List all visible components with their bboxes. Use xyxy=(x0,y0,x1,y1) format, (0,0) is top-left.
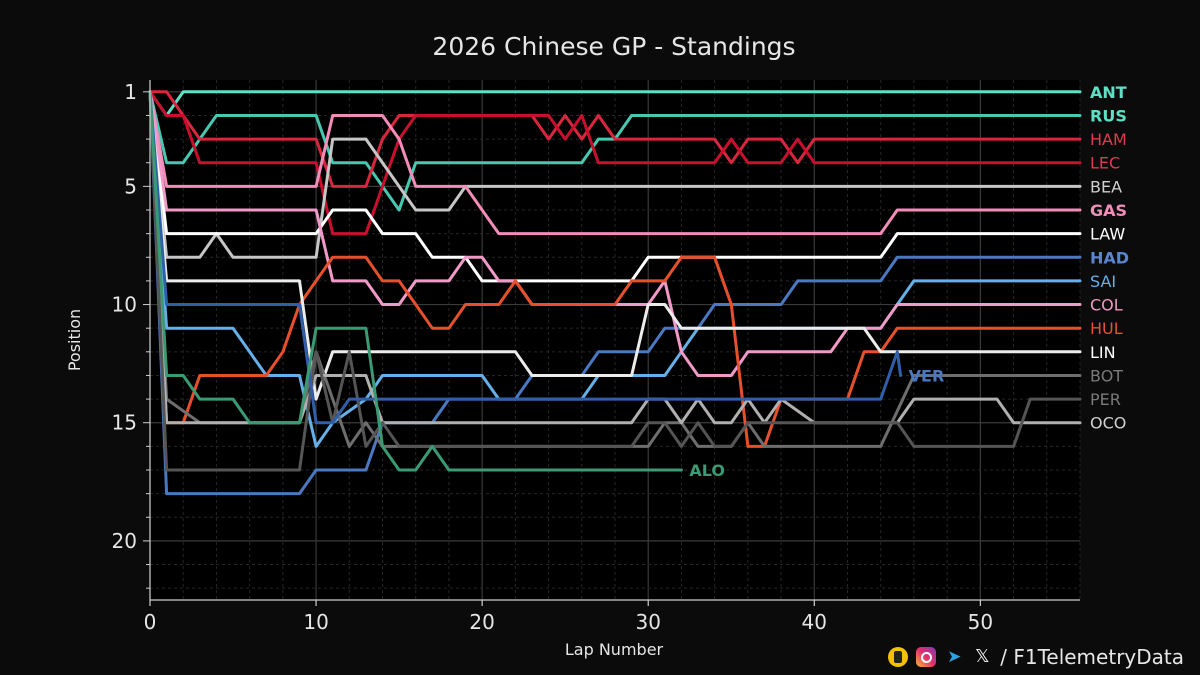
series-line-hul xyxy=(148,90,1082,448)
x-tick-label: 10 xyxy=(303,610,328,634)
series-line-per xyxy=(148,90,1082,472)
series-line-alo xyxy=(148,90,683,472)
driver-label-bea: BEA xyxy=(1090,177,1122,196)
driver-label-ham: HAM xyxy=(1090,130,1127,149)
driver-label-lin: LIN xyxy=(1090,343,1116,362)
axes xyxy=(149,80,1080,601)
driver-label-rus: RUS xyxy=(1090,106,1127,125)
driver-label-col: COL xyxy=(1090,296,1123,315)
driver-label-oco: OCO xyxy=(1090,414,1126,433)
chart-title: 2026 Chinese GP - Standings xyxy=(432,32,795,61)
series-lines xyxy=(148,90,1082,496)
driver-label-alo: ALO xyxy=(689,461,725,480)
x-icon[interactable]: 𝕏 xyxy=(974,646,990,667)
driver-label-gas: GAS xyxy=(1090,201,1127,220)
telegram-icon[interactable]: ➤ xyxy=(947,647,962,667)
y-tick-label: 15 xyxy=(112,411,137,435)
driver-labels: ANT RUS HAM LEC BEA GAS LAW HAD SAI COL HUL LIN BOT O… xyxy=(689,83,1129,480)
driver-label-bot: BOT xyxy=(1090,366,1123,385)
driver-label-sai: SAI xyxy=(1090,272,1116,291)
series-line-gas xyxy=(148,90,1082,236)
driver-label-law: LAW xyxy=(1090,225,1125,244)
y-tick-label: 10 xyxy=(112,293,137,317)
driver-label-lec: LEC xyxy=(1090,154,1120,173)
driver-label-per: PER xyxy=(1090,390,1121,409)
y-tick-label: 5 xyxy=(124,174,137,198)
y-tick-label: 1 xyxy=(124,80,137,104)
footer: ➤ 𝕏 / F1TelemetryData xyxy=(888,645,1184,669)
series-line-ver xyxy=(148,90,903,425)
series-line-rus xyxy=(148,90,1082,212)
y-axis-label: Position xyxy=(65,309,84,371)
series-line-law xyxy=(148,90,1082,283)
series-line-lin xyxy=(148,90,1082,401)
x-tick-label: 0 xyxy=(144,610,157,634)
series-line-bea xyxy=(148,90,1082,259)
y-tick-label: 20 xyxy=(112,529,137,553)
driver-label-hul: HUL xyxy=(1090,319,1123,338)
tip-jar-icon[interactable] xyxy=(888,647,909,667)
series-line-lec xyxy=(148,90,1082,236)
driver-label-had: HAD xyxy=(1090,248,1129,267)
x-tick-label: 30 xyxy=(635,610,660,634)
driver-label-ver: VER xyxy=(909,366,945,385)
driver-label-ant: ANT xyxy=(1090,83,1127,102)
social-handle[interactable]: / F1TelemetryData xyxy=(1000,645,1184,669)
x-tick-label: 40 xyxy=(802,610,827,634)
instagram-icon[interactable] xyxy=(916,647,937,667)
x-tick-label: 20 xyxy=(469,610,494,634)
x-axis-label: Lap Number xyxy=(565,640,664,659)
x-tick-label: 50 xyxy=(968,610,993,634)
